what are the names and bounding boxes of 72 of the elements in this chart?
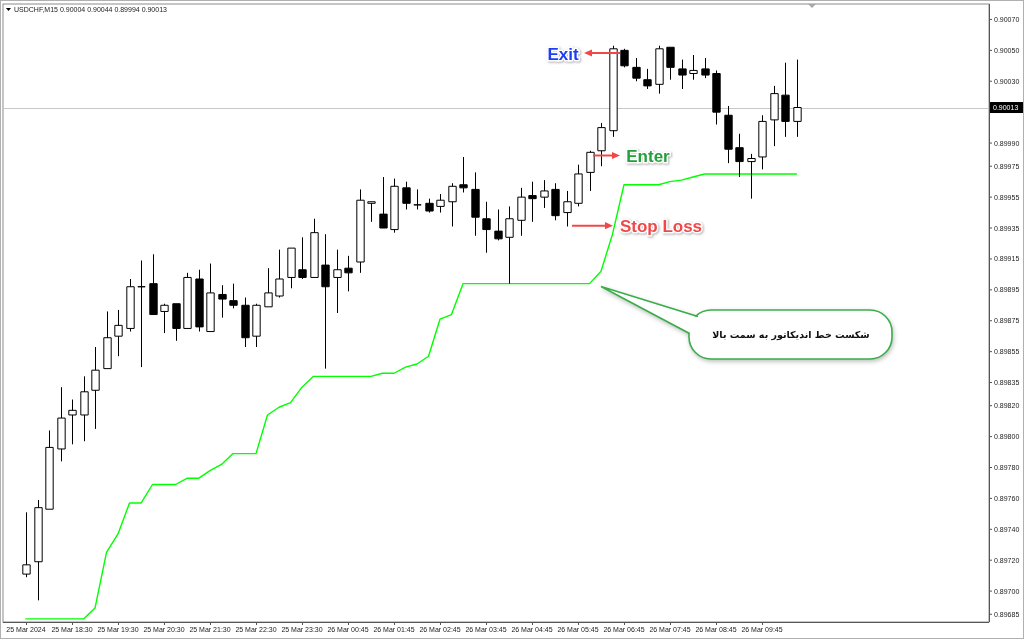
- candlestick: [137, 259, 146, 368]
- candlestick: [367, 201, 376, 223]
- candlestick: [563, 190, 572, 227]
- candlestick: [770, 85, 779, 147]
- candlestick: [586, 150, 595, 192]
- candlestick: [91, 346, 100, 430]
- candlestick: [678, 59, 687, 90]
- candlestick: [333, 249, 342, 314]
- candlestick: [793, 59, 802, 138]
- candlestick: [206, 263, 215, 333]
- candlestick: [22, 511, 31, 578]
- candlestick: [310, 218, 319, 278]
- candlestick: [505, 205, 514, 285]
- candlestick: [689, 54, 698, 81]
- candlestick: [390, 178, 399, 234]
- candlestick: [114, 309, 123, 357]
- candlestick: [471, 171, 480, 237]
- candlestick: [68, 399, 77, 445]
- annotation: Enter: [626, 147, 671, 166]
- candlestick: [448, 182, 457, 227]
- candlestick: [298, 236, 307, 280]
- candlestick: [528, 181, 537, 223]
- candlestick: [701, 57, 710, 79]
- candlestick: [436, 193, 445, 214]
- candlestick: [218, 284, 227, 319]
- candlestick: [195, 269, 204, 333]
- candlestick: [287, 247, 296, 289]
- candlestick: [356, 188, 365, 274]
- annotation: شکست خط اندیکاتور به سمت بالا: [712, 329, 870, 341]
- candlestick: [103, 310, 112, 370]
- candlestick: [620, 48, 629, 68]
- annotation: Stop Loss: [619, 217, 703, 236]
- candlestick: [609, 45, 618, 138]
- candlestick: [517, 187, 526, 237]
- candlestick: [379, 176, 388, 229]
- candlestick: [264, 267, 273, 308]
- candlestick: [540, 179, 549, 209]
- candlestick: [494, 208, 503, 241]
- candlestick: [241, 297, 250, 348]
- candlestick: [126, 278, 135, 333]
- candlestick: [275, 249, 284, 299]
- candlestick: [747, 153, 756, 200]
- candlestick: [229, 283, 238, 309]
- candlestick: [551, 182, 560, 221]
- candlestick: [183, 272, 192, 329]
- candlestick: [45, 429, 54, 510]
- candlestick: [781, 62, 790, 138]
- candlestick: [574, 164, 583, 207]
- candlestick: [160, 303, 169, 334]
- candlestick: [402, 181, 411, 210]
- candlestick: [459, 156, 468, 193]
- candlestick: [321, 233, 330, 370]
- candlestick: [655, 45, 664, 95]
- candlestick: [57, 386, 66, 462]
- candlestick: [413, 188, 422, 210]
- candlestick: [252, 303, 261, 348]
- candlestick: [172, 303, 181, 342]
- candlestick: [735, 133, 744, 178]
- annotation: Exit: [547, 45, 579, 64]
- candlestick: [724, 105, 733, 164]
- candlestick: [632, 57, 641, 82]
- candlestick: [643, 68, 652, 90]
- candlestick: [597, 122, 606, 167]
- candlestick: [34, 499, 43, 601]
- candlestick: [425, 198, 434, 214]
- candlestick: [666, 46, 675, 81]
- candlestick: [344, 255, 353, 292]
- candlestick: [149, 253, 158, 316]
- candlestick: [712, 69, 721, 126]
- candlestick: [482, 201, 491, 254]
- candlestick: [80, 375, 89, 442]
- candlestick: [758, 114, 767, 170]
